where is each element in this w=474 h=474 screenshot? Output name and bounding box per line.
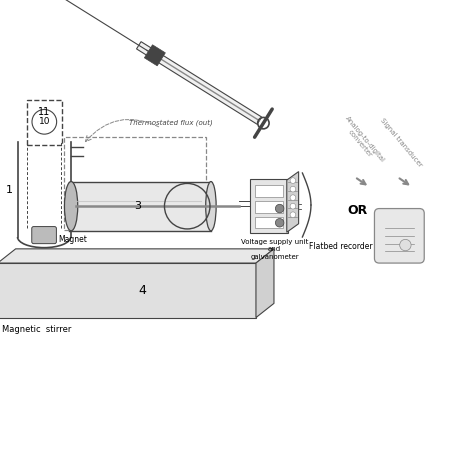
Ellipse shape xyxy=(290,195,296,201)
Polygon shape xyxy=(287,172,299,232)
Text: Analog-to-digital
converter: Analog-to-digital converter xyxy=(339,116,386,168)
Text: Magnet: Magnet xyxy=(58,235,87,244)
Circle shape xyxy=(400,239,411,251)
Polygon shape xyxy=(0,249,274,263)
Text: 3: 3 xyxy=(134,201,141,211)
Text: Signal transducer: Signal transducer xyxy=(379,117,423,168)
Text: galvanometer: galvanometer xyxy=(250,254,299,260)
Ellipse shape xyxy=(64,182,78,231)
Ellipse shape xyxy=(290,178,296,183)
FancyBboxPatch shape xyxy=(374,209,424,263)
Bar xyxy=(255,185,283,197)
Text: 4: 4 xyxy=(138,284,146,297)
Circle shape xyxy=(32,109,57,134)
Polygon shape xyxy=(145,45,165,66)
Text: Flatbed recorder: Flatbed recorder xyxy=(310,242,373,251)
Bar xyxy=(0,263,256,318)
Text: Magnetic  stirrer: Magnetic stirrer xyxy=(2,325,72,334)
Ellipse shape xyxy=(290,212,296,218)
Ellipse shape xyxy=(290,203,296,209)
FancyBboxPatch shape xyxy=(32,227,56,244)
FancyBboxPatch shape xyxy=(250,179,288,233)
Bar xyxy=(69,182,211,231)
Text: and: and xyxy=(268,246,281,253)
Polygon shape xyxy=(137,42,262,124)
Text: 11: 11 xyxy=(38,107,50,117)
Ellipse shape xyxy=(290,186,296,192)
Bar xyxy=(27,100,62,145)
Bar xyxy=(64,137,206,230)
Polygon shape xyxy=(256,249,274,318)
Bar xyxy=(255,201,283,213)
Text: 1: 1 xyxy=(6,184,13,195)
Text: 10: 10 xyxy=(38,118,50,126)
Circle shape xyxy=(275,204,284,213)
Text: Thermostated flux (out): Thermostated flux (out) xyxy=(129,119,212,126)
Text: OR: OR xyxy=(348,204,368,218)
Circle shape xyxy=(275,219,284,227)
Text: Voltage supply unit: Voltage supply unit xyxy=(241,239,309,246)
Bar xyxy=(255,217,283,228)
Ellipse shape xyxy=(206,182,216,231)
